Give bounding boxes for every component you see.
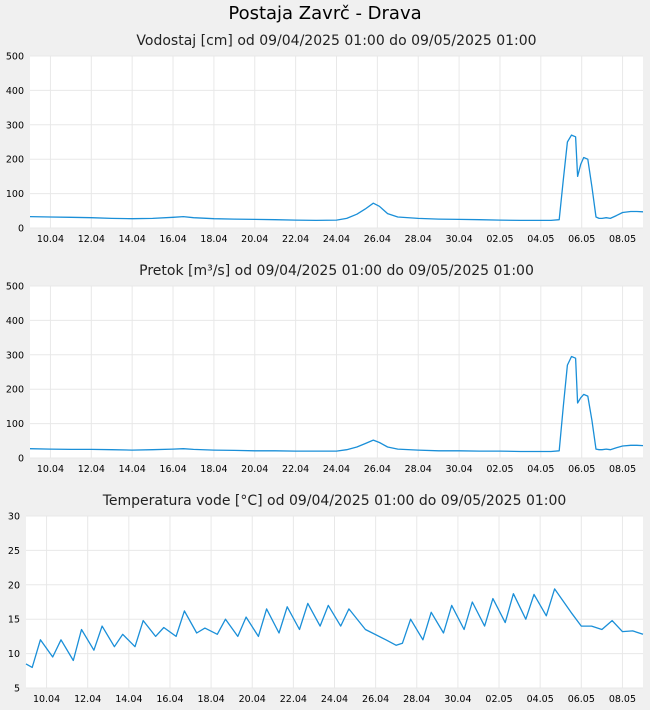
x-tick-label: 04.05 — [527, 464, 554, 475]
x-tick-label: 30.04 — [445, 234, 472, 245]
x-tick-label: 24.04 — [323, 234, 350, 245]
x-tick-label: 16.04 — [156, 694, 183, 705]
x-tick-label: 26.04 — [362, 694, 389, 705]
x-tick-label: 04.05 — [527, 234, 554, 245]
y-tick-label: 25 — [8, 546, 20, 557]
x-tick-label: 14.04 — [115, 694, 142, 705]
x-tick-label: 26.04 — [364, 464, 391, 475]
chart-title-water-temperature: Temperatura vode [°C] od 09/04/2025 01:0… — [102, 493, 567, 509]
x-tick-label: 28.04 — [403, 694, 430, 705]
y-tick-label: 200 — [6, 385, 24, 396]
x-tick-label: 22.04 — [282, 464, 309, 475]
x-tick-label: 22.04 — [282, 234, 309, 245]
x-tick-label: 12.04 — [78, 234, 105, 245]
chart-water-temperature: Temperatura vode [°C] od 09/04/2025 01:0… — [8, 493, 644, 705]
x-tick-label: 28.04 — [405, 464, 432, 475]
x-tick-label: 20.04 — [241, 464, 268, 475]
y-tick-label: 15 — [8, 615, 20, 626]
y-tick-label: 400 — [6, 86, 24, 97]
x-tick-label: 18.04 — [200, 234, 227, 245]
x-tick-label: 12.04 — [78, 464, 105, 475]
x-tick-label: 14.04 — [119, 464, 146, 475]
y-tick-label: 10 — [8, 649, 20, 660]
x-tick-label: 06.05 — [568, 464, 595, 475]
y-tick-label: 100 — [6, 419, 24, 430]
y-tick-label: 200 — [6, 155, 24, 166]
y-tick-label: 0 — [18, 454, 24, 465]
x-tick-label: 28.04 — [405, 234, 432, 245]
x-tick-label: 16.04 — [159, 234, 186, 245]
y-tick-label: 500 — [6, 52, 24, 63]
x-tick-label: 20.04 — [239, 694, 266, 705]
x-tick-label: 02.05 — [486, 234, 513, 245]
x-tick-label: 14.04 — [119, 234, 146, 245]
x-tick-label: 20.04 — [241, 234, 268, 245]
y-tick-label: 400 — [6, 316, 24, 327]
x-tick-label: 08.05 — [609, 694, 636, 705]
x-tick-label: 18.04 — [197, 694, 224, 705]
x-tick-label: 02.05 — [485, 694, 512, 705]
chart-title-discharge: Pretok [m³/s] od 09/04/2025 01:00 do 09/… — [139, 263, 534, 279]
x-tick-label: 18.04 — [200, 464, 227, 475]
chart-discharge: Pretok [m³/s] od 09/04/2025 01:00 do 09/… — [6, 263, 644, 475]
y-tick-label: 20 — [8, 580, 20, 591]
x-tick-label: 10.04 — [37, 464, 64, 475]
chart-water-level: Vodostaj [cm] od 09/04/2025 01:00 do 09/… — [6, 33, 644, 245]
x-tick-label: 02.05 — [486, 464, 513, 475]
y-tick-label: 5 — [14, 684, 20, 695]
chart-title-water-level: Vodostaj [cm] od 09/04/2025 01:00 do 09/… — [136, 33, 536, 49]
station-title: Postaja Zavrč - Drava — [228, 3, 422, 24]
x-tick-label: 06.05 — [568, 694, 595, 705]
x-tick-label: 30.04 — [445, 464, 472, 475]
x-tick-label: 08.05 — [609, 464, 636, 475]
x-tick-label: 12.04 — [74, 694, 101, 705]
x-tick-label: 10.04 — [33, 694, 60, 705]
y-tick-label: 30 — [8, 512, 20, 523]
x-tick-label: 10.04 — [37, 234, 64, 245]
series-line — [29, 355, 644, 453]
y-tick-label: 100 — [6, 189, 24, 200]
x-tick-label: 06.05 — [568, 234, 595, 245]
series-line — [29, 134, 644, 222]
x-tick-label: 04.05 — [527, 694, 554, 705]
x-tick-label: 24.04 — [321, 694, 348, 705]
y-tick-label: 500 — [6, 282, 24, 293]
y-tick-label: 300 — [6, 350, 24, 361]
x-tick-label: 22.04 — [280, 694, 307, 705]
x-tick-label: 08.05 — [609, 234, 636, 245]
x-tick-label: 24.04 — [323, 464, 350, 475]
x-tick-label: 30.04 — [444, 694, 471, 705]
x-tick-label: 26.04 — [364, 234, 391, 245]
y-tick-label: 300 — [6, 120, 24, 131]
series-line — [25, 588, 644, 669]
y-tick-label: 0 — [18, 224, 24, 235]
x-tick-label: 16.04 — [159, 464, 186, 475]
